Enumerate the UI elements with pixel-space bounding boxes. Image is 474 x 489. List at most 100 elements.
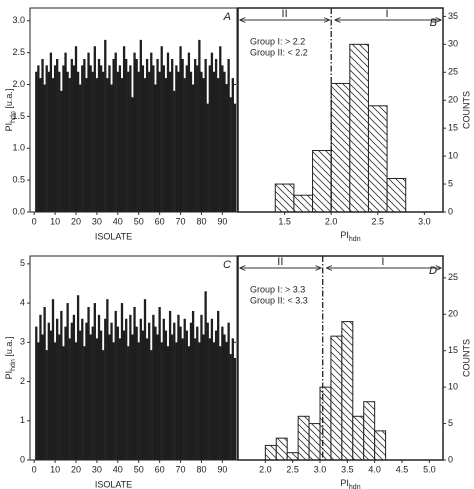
bar [79,84,82,212]
bar [37,65,40,212]
bar [41,59,44,212]
bar [102,350,105,460]
x-tick-label: 3.5 [341,464,354,474]
y-tick-label: 0 [448,454,453,464]
bar [143,78,147,212]
x-tick-label: 50 [134,464,144,474]
histogram-bar [312,150,332,213]
bar [139,39,142,212]
bar [229,354,232,460]
bar [223,71,226,212]
y-tick-label: 35 [448,11,458,21]
panel-label: A [223,11,231,23]
x-tick-label: 2.5 [286,464,299,474]
bar [227,59,230,212]
y-axis-label: PIhdn [u.a.] [4,89,16,132]
group-annotation: Group I: > 2.2 [250,36,305,46]
bar [150,350,153,460]
group-annotation: Group II: < 3.3 [250,295,308,305]
bar [204,291,207,460]
panel-label: C [223,259,231,271]
bar [217,78,220,212]
y-axis-label-subscript: hdn [10,111,17,123]
bar [56,318,59,460]
bar [49,330,53,460]
bar [191,84,195,212]
bar [173,90,176,212]
bar [162,65,165,212]
bar [66,71,69,212]
bar [66,303,69,460]
y-tick-label: 0 [448,206,453,216]
bar [62,346,65,460]
bar [95,78,99,212]
x-tick-label: 70 [176,464,186,474]
y-tick-label: 5 [20,258,25,268]
x-tick-label: 40 [113,216,123,226]
plot-frame [29,255,238,461]
x-tick-label: 30 [92,464,102,474]
bar [116,71,119,212]
x-axis-label-symbol: PI [340,478,349,488]
y-tick-label: 1.0 [12,143,25,153]
bar [148,322,151,460]
bar [133,307,136,460]
bar [53,342,57,460]
bar [171,334,174,460]
y-tick-label: 10 [448,382,458,392]
bar [152,314,155,460]
bar [152,65,155,212]
bar [122,330,126,460]
bar [131,97,134,212]
bar [175,342,178,460]
x-tick-label: 80 [196,216,206,226]
bar [68,338,71,460]
bar [112,342,115,460]
y-tick-label: 1 [20,415,25,425]
bar [189,322,193,460]
range-label: I [381,256,384,268]
x-tick-label: 80 [196,464,206,474]
y-tick-label: 2.0 [12,79,25,89]
y-tick-label: 0.5 [12,175,25,185]
bar [45,65,48,212]
x-tick-label: 90 [217,216,227,226]
bar [179,46,182,212]
bar [164,330,168,460]
bar [72,65,76,212]
histogram-bar [330,335,343,461]
bar [202,334,205,460]
bar [185,65,188,212]
bar [212,342,216,460]
bar [102,71,105,212]
bar [37,342,40,460]
bar [198,39,201,212]
plot-frame [237,7,444,213]
histogram-bar [286,452,299,461]
bar [141,65,145,212]
bar [233,358,237,460]
x-tick-label: 20 [71,216,81,226]
bar [208,65,211,212]
x-tick-label: 2.5 [372,216,385,226]
bar [43,84,46,212]
bar [164,78,168,212]
bar [200,71,203,212]
bar [181,59,184,212]
bar [135,59,138,212]
bar [210,52,214,212]
histogram-bar [308,423,321,461]
histogram-bar [319,386,332,461]
bar [108,65,111,212]
bar [93,46,96,212]
bar [143,299,147,460]
bar [91,326,94,460]
bar [156,334,159,460]
bar [221,65,224,212]
bar [187,52,191,212]
histogram-bar [349,43,369,213]
bar [108,334,111,460]
bar [221,326,224,460]
y-tick-label: 3.0 [12,15,25,25]
bar [191,310,195,460]
